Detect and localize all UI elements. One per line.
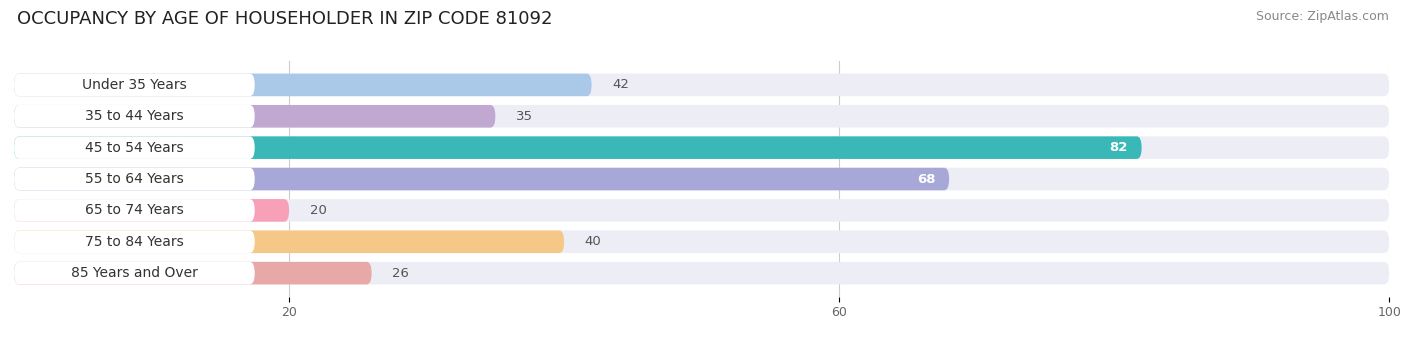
FancyBboxPatch shape bbox=[14, 168, 1389, 190]
Text: 42: 42 bbox=[612, 78, 628, 91]
Text: Source: ZipAtlas.com: Source: ZipAtlas.com bbox=[1256, 10, 1389, 23]
Text: 75 to 84 Years: 75 to 84 Years bbox=[84, 235, 184, 249]
FancyBboxPatch shape bbox=[14, 136, 1142, 159]
Text: 55 to 64 Years: 55 to 64 Years bbox=[84, 172, 184, 186]
Text: 35 to 44 Years: 35 to 44 Years bbox=[86, 109, 184, 123]
Text: 35: 35 bbox=[516, 110, 533, 123]
FancyBboxPatch shape bbox=[14, 199, 1389, 222]
FancyBboxPatch shape bbox=[14, 74, 254, 96]
FancyBboxPatch shape bbox=[14, 105, 254, 128]
FancyBboxPatch shape bbox=[14, 231, 254, 253]
FancyBboxPatch shape bbox=[14, 168, 254, 190]
Text: 65 to 74 Years: 65 to 74 Years bbox=[84, 203, 184, 218]
Text: 68: 68 bbox=[917, 173, 935, 186]
Text: Under 35 Years: Under 35 Years bbox=[82, 78, 187, 92]
FancyBboxPatch shape bbox=[14, 199, 254, 222]
FancyBboxPatch shape bbox=[14, 231, 1389, 253]
Text: 40: 40 bbox=[585, 235, 602, 248]
Text: 85 Years and Over: 85 Years and Over bbox=[70, 266, 198, 280]
Text: 20: 20 bbox=[309, 204, 326, 217]
FancyBboxPatch shape bbox=[14, 262, 254, 284]
Text: 82: 82 bbox=[1109, 141, 1128, 154]
Text: 26: 26 bbox=[392, 267, 409, 280]
FancyBboxPatch shape bbox=[14, 262, 1389, 284]
FancyBboxPatch shape bbox=[14, 74, 592, 96]
FancyBboxPatch shape bbox=[14, 199, 290, 222]
FancyBboxPatch shape bbox=[14, 74, 1389, 96]
FancyBboxPatch shape bbox=[14, 136, 254, 159]
FancyBboxPatch shape bbox=[14, 105, 1389, 128]
Text: 45 to 54 Years: 45 to 54 Years bbox=[86, 140, 184, 155]
FancyBboxPatch shape bbox=[14, 262, 371, 284]
FancyBboxPatch shape bbox=[14, 231, 564, 253]
FancyBboxPatch shape bbox=[14, 168, 949, 190]
FancyBboxPatch shape bbox=[14, 105, 495, 128]
Text: OCCUPANCY BY AGE OF HOUSEHOLDER IN ZIP CODE 81092: OCCUPANCY BY AGE OF HOUSEHOLDER IN ZIP C… bbox=[17, 10, 553, 28]
FancyBboxPatch shape bbox=[14, 136, 1389, 159]
